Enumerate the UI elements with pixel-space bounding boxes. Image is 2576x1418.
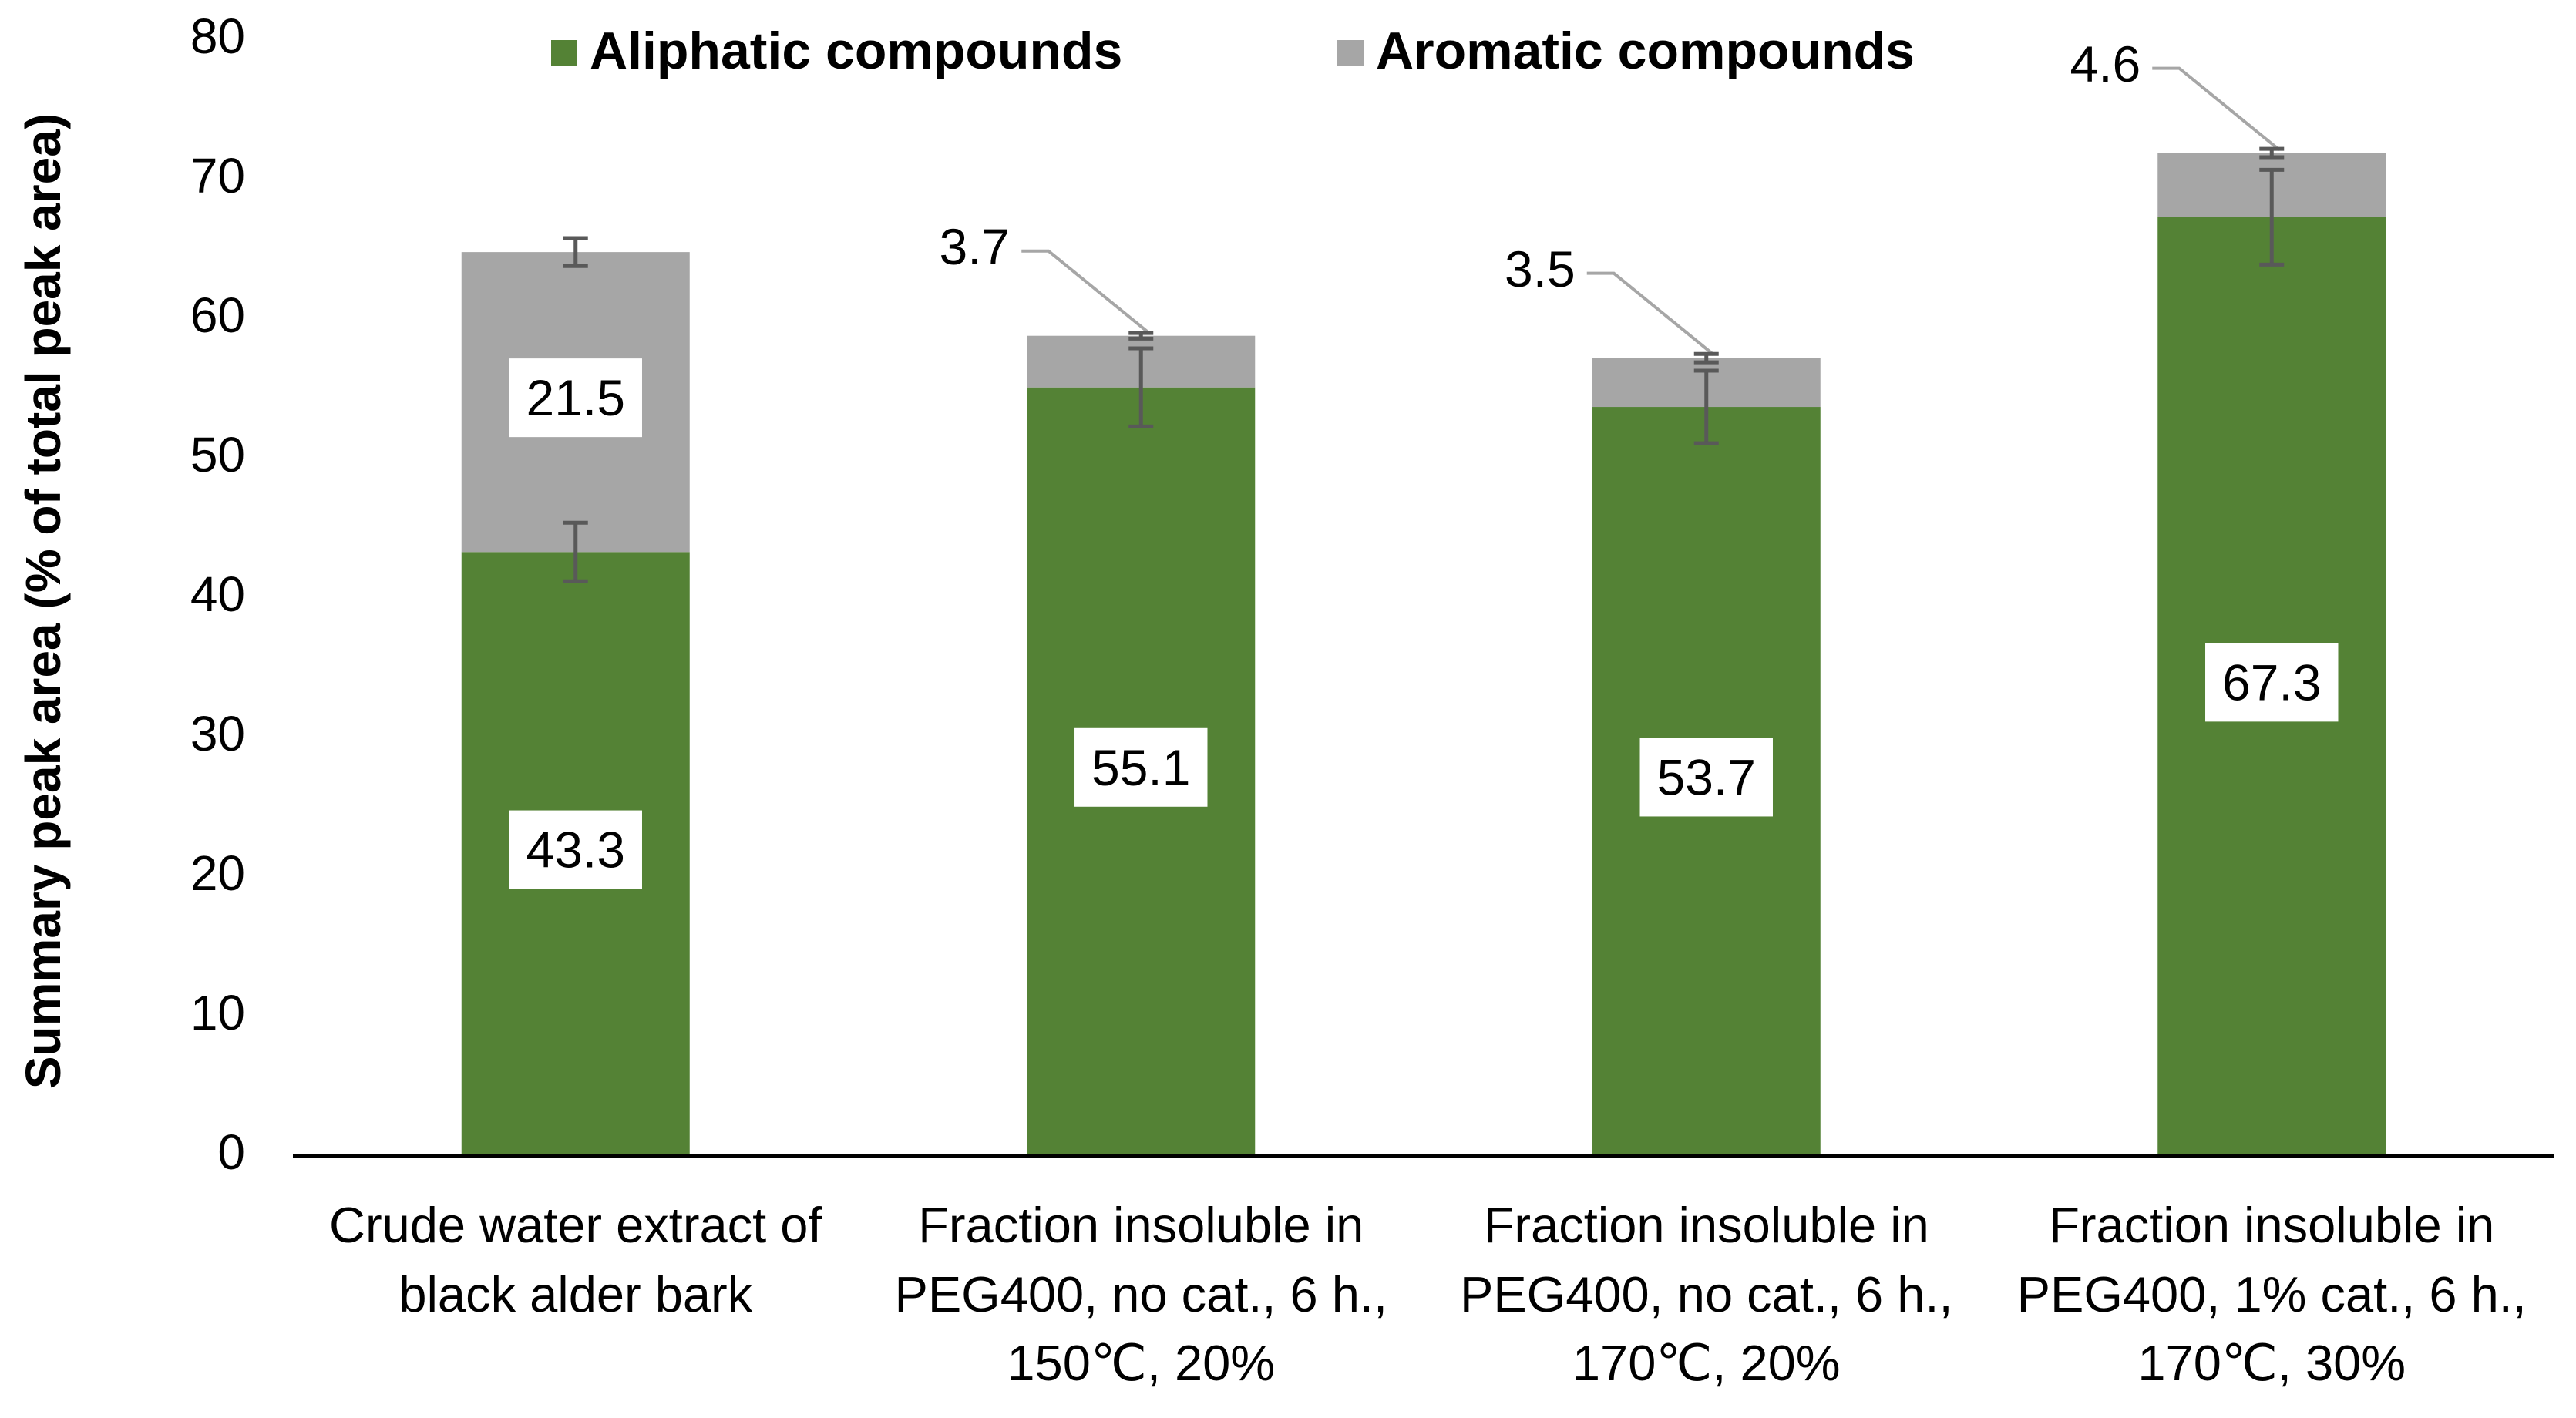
error-bar xyxy=(2259,146,2285,160)
data-label-box xyxy=(1074,727,1208,807)
data-label: 43.3 xyxy=(526,822,625,879)
leader-line xyxy=(1586,271,1716,357)
error-bar xyxy=(2259,167,2285,267)
data-label: 4.6 xyxy=(2070,35,2141,92)
legend-swatch xyxy=(551,40,577,66)
data-label-box xyxy=(509,810,642,889)
error-bar xyxy=(1128,331,1154,341)
y-tick-label: 40 xyxy=(190,566,245,622)
y-tick-label: 30 xyxy=(190,706,245,761)
data-label: 3.7 xyxy=(940,218,1011,275)
y-tick-label: 70 xyxy=(190,148,245,203)
x-tick-label: Fraction insoluble in PEG400, 1% cat., 6… xyxy=(2016,1197,2527,1392)
y-tick-label: 60 xyxy=(190,287,245,343)
data-label-box xyxy=(1639,738,1773,817)
leader-line xyxy=(2152,66,2281,152)
x-tick-label: Fraction insoluble in PEG400, no cat., 6… xyxy=(894,1197,1388,1392)
y-tick-label: 0 xyxy=(217,1124,245,1180)
error-bar xyxy=(1128,346,1154,428)
y-axis-title: Summary peak area (% of total peak area) xyxy=(15,113,71,1090)
error-bar xyxy=(563,520,588,583)
data-label: 67.3 xyxy=(2222,654,2321,711)
x-tick-label: Crude water extract of black alder bark xyxy=(329,1197,822,1322)
legend-label: Aromatic compounds xyxy=(1376,22,1915,80)
leader-line xyxy=(1021,249,1150,334)
error-bar xyxy=(1693,351,1719,365)
data-label-group: 55.1 xyxy=(1074,727,1208,807)
data-label: 53.7 xyxy=(1657,748,1756,805)
data-label-group: 67.3 xyxy=(2205,643,2339,722)
data-label-group: 53.7 xyxy=(1639,738,1773,817)
y-tick-label: 20 xyxy=(190,845,245,901)
error-bar xyxy=(563,236,588,268)
data-label-box xyxy=(2205,643,2339,722)
y-tick-label: 50 xyxy=(190,427,245,482)
legend-swatch xyxy=(1337,40,1364,66)
x-tick-label: Fraction insoluble in PEG400, no cat., 6… xyxy=(1459,1197,1953,1392)
data-label: 3.5 xyxy=(1505,240,1576,297)
data-label: 55.1 xyxy=(1091,739,1190,796)
data-label: 21.5 xyxy=(526,369,625,426)
y-tick-label: 10 xyxy=(190,985,245,1040)
legend-label: Aliphatic compounds xyxy=(590,22,1122,80)
data-label-box xyxy=(509,358,642,438)
data-label-group: 21.5 xyxy=(509,358,642,438)
y-tick-label: 80 xyxy=(190,8,245,64)
data-label-group: 43.3 xyxy=(509,810,642,889)
error-bar xyxy=(1693,368,1719,445)
